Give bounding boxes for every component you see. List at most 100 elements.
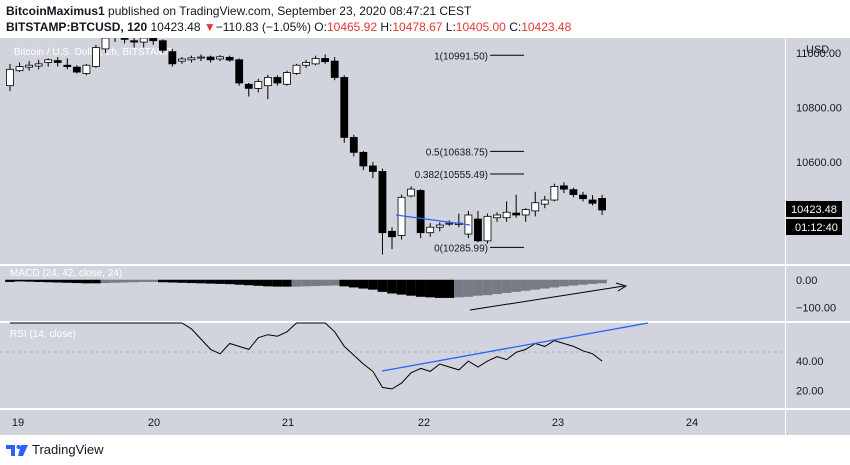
macd-bar (520, 279, 531, 291)
candle (531, 202, 540, 212)
candle (445, 222, 454, 225)
close-label: C: (509, 20, 522, 34)
low-label: L: (445, 20, 456, 34)
macd-bar (33, 279, 44, 282)
macd-bar (511, 279, 521, 292)
time-tick-label: 21 (282, 417, 294, 429)
axis-ticks: 11000.00 10800.00 10600.00 0.00 −100.00 40.00… (12, 48, 842, 429)
macd-bar (310, 279, 321, 287)
macd-label: MACD (24, 42, close, 24) (10, 268, 122, 279)
candle (82, 64, 91, 74)
candle (187, 57, 196, 61)
price-pane[interactable] (0, 38, 785, 264)
chart-canvas[interactable]: Bitcoin / U.S. Dollar, 2h, BITSTAMP USD … (0, 38, 850, 435)
macd-bar (100, 279, 111, 284)
price-tick-label: 10800.00 (796, 102, 842, 114)
macd-bar (129, 279, 139, 283)
candle (416, 190, 425, 234)
fib-level-label: 0(10285.99) (434, 243, 488, 254)
symbol-label[interactable]: BITSTAMP:BTCUSD, 120 (6, 20, 148, 34)
candle (426, 226, 435, 234)
tradingview-brand[interactable]: TradingView (32, 442, 104, 457)
tradingview-logo-icon[interactable] (6, 443, 28, 457)
macd-trend-arrow[interactable] (469, 285, 625, 311)
macd-bar (482, 279, 493, 296)
candle (569, 189, 578, 195)
macd-bar (387, 279, 397, 294)
footer: TradingView (0, 435, 850, 465)
macd-bar (158, 279, 168, 283)
candle (25, 64, 34, 68)
price-tick-label: 11000.00 (796, 48, 841, 60)
macd-bar (396, 279, 407, 295)
candle (292, 64, 301, 74)
macd-bar (52, 279, 63, 283)
axis-unit: USD (806, 44, 829, 56)
macd-bar (434, 279, 445, 298)
candle (598, 198, 606, 211)
macd-bar (43, 279, 53, 283)
macd-bar (549, 279, 560, 288)
candle (15, 66, 24, 72)
price-trendline[interactable] (395, 214, 471, 226)
rsi-trendline[interactable] (381, 322, 649, 372)
macd-bar (568, 279, 579, 286)
candle (493, 214, 501, 219)
rsi-label: RSI (14, close) (10, 329, 76, 340)
macd-bar (282, 279, 292, 287)
rsi-axis[interactable] (785, 323, 850, 408)
macd-bar (358, 279, 369, 289)
macd-bar (5, 279, 15, 282)
rsi-tick-label: 20.00 (796, 385, 824, 397)
candle (130, 40, 139, 43)
open-value: 10465.92 (326, 20, 378, 34)
fib-level-label: 0.382(10555.49) (415, 170, 488, 181)
candle (540, 199, 549, 205)
candle (378, 171, 387, 234)
macd-bar (301, 279, 311, 287)
countdown-text: 01:12:40 (795, 222, 838, 234)
macd-bar (377, 279, 388, 292)
macd-bar (349, 279, 359, 288)
candle (177, 58, 186, 62)
candle (158, 40, 167, 51)
macd-bar (415, 279, 426, 297)
rsi-pane[interactable] (0, 323, 785, 408)
author-name[interactable]: BitcoinMaximus1 (6, 4, 105, 18)
macd-bar (492, 279, 502, 295)
candle (502, 211, 511, 219)
macd-bar (463, 279, 474, 297)
macd-tick-label: 0.00 (796, 275, 817, 287)
last-price-badge-text: 10423.48 (791, 204, 837, 216)
candle (225, 56, 234, 61)
time-tick-label: 20 (148, 417, 160, 429)
macd-axis[interactable] (785, 266, 850, 321)
candle (588, 199, 597, 204)
macd-bar (597, 279, 607, 284)
candle (368, 165, 377, 172)
macd-bar (339, 279, 350, 287)
macd-bar (501, 279, 512, 293)
candle (244, 83, 253, 89)
candle (560, 185, 568, 190)
macd-bar (72, 279, 82, 284)
candle (579, 194, 587, 200)
time-tick-label: 24 (686, 417, 698, 429)
macd-bar (406, 279, 416, 296)
macd-bar (148, 279, 159, 282)
macd-bar (559, 279, 569, 287)
macd-bar (578, 279, 588, 285)
high-label: H: (380, 20, 393, 34)
macd-bar (224, 279, 235, 285)
macd-bar (272, 279, 283, 287)
fib-level-label: 0.5(10638.75) (426, 147, 488, 158)
macd-bar (454, 279, 464, 298)
candle (6, 68, 14, 87)
macd-bar (138, 279, 149, 282)
time-tick-label: 23 (552, 417, 564, 429)
ohlc-legend: BITSTAMP:BTCUSD, 120 10423.48 ▼−110.83 (… (6, 20, 571, 34)
macd-bar (444, 279, 455, 298)
time-tick-label: 22 (418, 417, 430, 429)
time-axis[interactable] (0, 410, 785, 435)
macd-bar (291, 279, 302, 287)
